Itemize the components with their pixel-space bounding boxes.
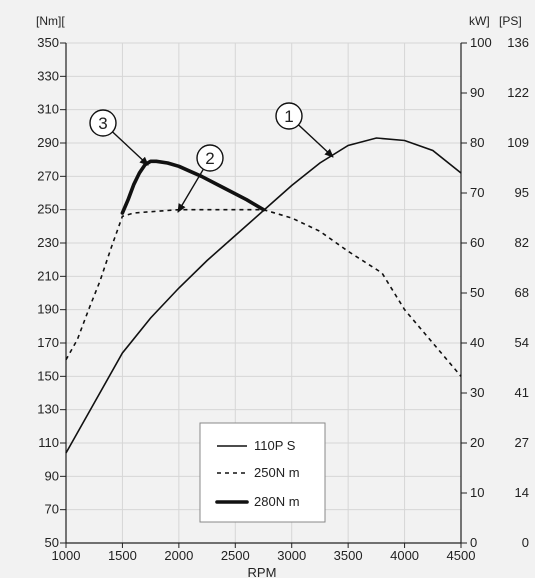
- right-kw-tick-label-8: 80: [470, 135, 484, 150]
- x-axis-label: RPM: [248, 565, 277, 578]
- left-tick-label-11: 270: [37, 168, 59, 183]
- left-tick-label-14: 330: [37, 68, 59, 83]
- right-kw-tick-label-9: 90: [470, 85, 484, 100]
- right-ps-tick-label-0: 0: [522, 535, 529, 550]
- series-lines: [65, 137, 462, 454]
- axes: [60, 42, 467, 548]
- right-ps-tick-label-9: 122: [507, 85, 529, 100]
- right-kw-tick-label-2: 20: [470, 435, 484, 450]
- legend-label-3: 280N m: [254, 494, 300, 509]
- right-ps-tick-label-1: 14: [515, 485, 529, 500]
- callout-arrow-3: [112, 131, 149, 166]
- x-tick-label-7: 4500: [447, 548, 476, 563]
- right-axis-kw-unit-label: kW]: [469, 14, 490, 28]
- tick-labels: 5070901101301501701902102302502702903103…: [37, 35, 529, 563]
- series-line-2: [65, 208, 462, 377]
- right-ps-tick-label-8: 109: [507, 135, 529, 150]
- right-ps-tick-label-6: 82: [515, 235, 529, 250]
- right-ps-tick-label-4: 54: [515, 335, 529, 350]
- right-ps-tick-label-7: 95: [515, 185, 529, 200]
- left-tick-label-9: 230: [37, 235, 59, 250]
- right-ps-tick-label-2: 27: [515, 435, 529, 450]
- right-axis-ps-unit-label: [PS]: [499, 14, 522, 28]
- x-tick-label-2: 2000: [164, 548, 193, 563]
- right-ps-tick-label-3: 41: [515, 385, 529, 400]
- x-tick-label-4: 3000: [277, 548, 306, 563]
- legend: 110P S 250N m 280N m: [199, 422, 326, 523]
- left-tick-label-7: 190: [37, 302, 59, 317]
- left-tick-label-5: 150: [37, 368, 59, 383]
- right-kw-tick-label-4: 40: [470, 335, 484, 350]
- left-tick-label-13: 310: [37, 102, 59, 117]
- callout-circle-1: [275, 102, 303, 130]
- right-kw-tick-label-1: 10: [470, 485, 484, 500]
- right-kw-tick-label-7: 70: [470, 185, 484, 200]
- left-tick-label-0: 50: [45, 535, 59, 550]
- left-tick-label-2: 90: [45, 468, 59, 483]
- x-tick-label-5: 3500: [334, 548, 363, 563]
- x-tick-label-0: 1000: [52, 548, 81, 563]
- callout-arrow-1: [298, 124, 334, 158]
- left-tick-label-1: 70: [45, 502, 59, 517]
- right-ps-tick-label-5: 68: [515, 285, 529, 300]
- left-tick-label-3: 110: [38, 435, 59, 450]
- callout-circle-2: [196, 144, 224, 172]
- left-tick-label-6: 170: [37, 335, 59, 350]
- right-kw-tick-label-5: 50: [470, 285, 484, 300]
- left-tick-label-4: 130: [37, 402, 59, 417]
- legend-label-1: 110P S: [254, 438, 296, 453]
- right-kw-tick-label-10: 100: [470, 35, 492, 50]
- x-tick-label-3: 2500: [221, 548, 250, 563]
- left-tick-label-8: 210: [37, 268, 59, 283]
- right-ps-tick-label-10: 136: [507, 35, 529, 50]
- series-line-3: [120, 159, 266, 215]
- x-tick-label-6: 4000: [390, 548, 419, 563]
- callout-circle-3: [89, 109, 117, 137]
- callout-arrow-2: [177, 168, 204, 213]
- left-axis-unit-label: [Nm][: [36, 14, 65, 28]
- callouts: 1 2 3: [89, 102, 334, 213]
- left-tick-label-15: 350: [37, 35, 59, 50]
- callout-number-1: 1: [284, 107, 293, 126]
- legend-label-2: 250N m: [254, 465, 300, 480]
- right-kw-tick-label-0: 0: [470, 535, 477, 550]
- right-kw-tick-label-6: 60: [470, 235, 484, 250]
- callout-number-2: 2: [205, 149, 214, 168]
- left-tick-label-12: 290: [37, 135, 59, 150]
- left-tick-label-10: 250: [37, 202, 59, 217]
- callout-number-3: 3: [98, 114, 107, 133]
- right-kw-tick-label-3: 30: [470, 385, 484, 400]
- x-tick-label-1: 1500: [108, 548, 137, 563]
